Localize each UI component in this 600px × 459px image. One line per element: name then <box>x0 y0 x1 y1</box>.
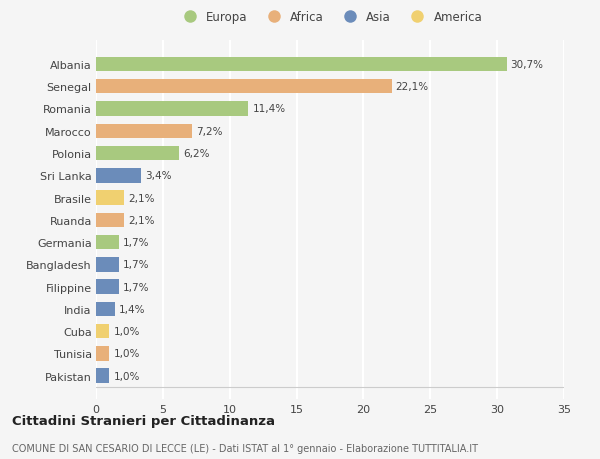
Text: Cittadini Stranieri per Cittadinanza: Cittadini Stranieri per Cittadinanza <box>12 414 275 428</box>
Text: 6,2%: 6,2% <box>183 149 209 159</box>
Bar <box>96 102 248 117</box>
Text: 1,7%: 1,7% <box>123 238 149 247</box>
Text: 1,0%: 1,0% <box>113 326 140 336</box>
Bar <box>96 57 506 72</box>
Text: 1,4%: 1,4% <box>119 304 145 314</box>
Text: 1,0%: 1,0% <box>113 349 140 358</box>
Text: 22,1%: 22,1% <box>395 82 428 92</box>
Bar <box>96 257 119 272</box>
Bar <box>96 146 179 161</box>
Text: 1,0%: 1,0% <box>113 371 140 381</box>
Text: 1,7%: 1,7% <box>123 260 149 270</box>
Bar <box>96 124 192 139</box>
Text: 2,1%: 2,1% <box>128 215 155 225</box>
Bar <box>96 280 119 294</box>
Text: 2,1%: 2,1% <box>128 193 155 203</box>
Bar <box>96 324 109 339</box>
Bar <box>96 191 124 205</box>
Bar <box>96 235 119 250</box>
Text: 1,7%: 1,7% <box>123 282 149 292</box>
Bar <box>96 369 109 383</box>
Bar <box>96 347 109 361</box>
Text: 7,2%: 7,2% <box>196 127 223 136</box>
Bar <box>96 302 115 316</box>
Text: 3,4%: 3,4% <box>145 171 172 181</box>
Bar <box>96 213 124 228</box>
Text: 11,4%: 11,4% <box>253 104 286 114</box>
Text: COMUNE DI SAN CESARIO DI LECCE (LE) - Dati ISTAT al 1° gennaio - Elaborazione TU: COMUNE DI SAN CESARIO DI LECCE (LE) - Da… <box>12 443 478 453</box>
Legend: Europa, Africa, Asia, America: Europa, Africa, Asia, America <box>173 6 487 28</box>
Bar <box>96 168 142 183</box>
Text: 30,7%: 30,7% <box>511 60 544 70</box>
Bar <box>96 80 392 94</box>
